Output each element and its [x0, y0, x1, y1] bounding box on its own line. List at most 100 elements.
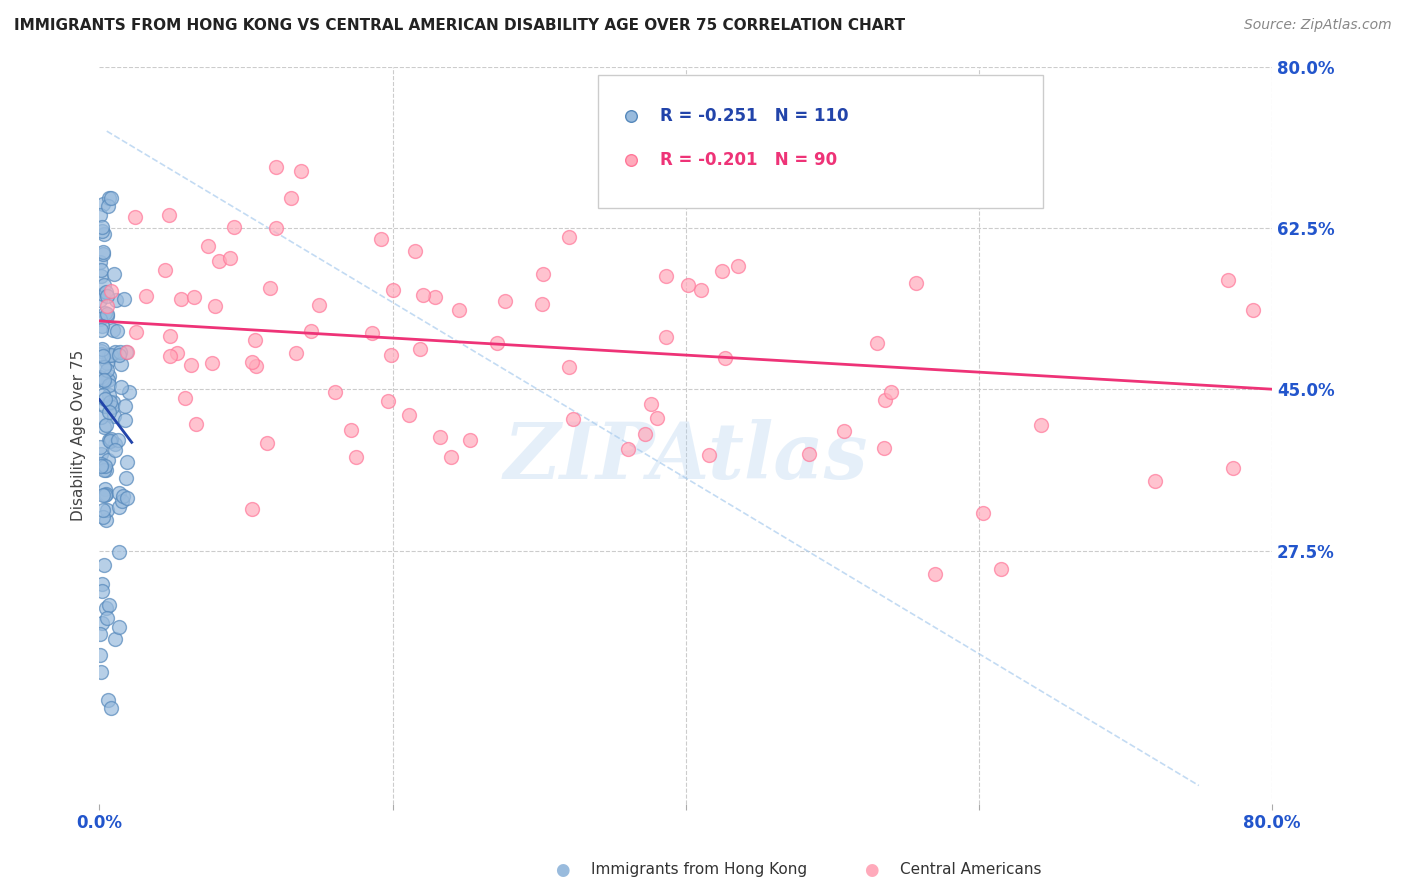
Point: [266, 160, 288, 174]
Point: [89, 370, 111, 384]
Point: [93, 286, 115, 301]
Point: [665, 152, 688, 166]
Point: [219, 251, 242, 265]
Point: [96, 452, 118, 467]
Point: [183, 290, 205, 304]
Point: [752, 0, 775, 6]
Point: [93, 375, 115, 389]
Point: [640, 397, 662, 411]
Point: [308, 298, 330, 312]
Point: [200, 356, 222, 370]
Point: [108, 348, 131, 362]
Point: [93, 227, 115, 241]
Point: [108, 620, 131, 634]
Point: [89, 346, 111, 360]
Point: [733, 152, 755, 166]
Point: [110, 380, 132, 394]
Point: [89, 626, 111, 640]
Point: [494, 293, 516, 308]
Point: [93, 278, 115, 293]
Point: [240, 502, 263, 516]
Point: [96, 310, 118, 324]
Point: [89, 440, 111, 454]
Point: [797, 447, 820, 461]
Point: [101, 323, 124, 337]
Point: [245, 359, 267, 373]
Point: [97, 369, 120, 384]
Point: [173, 391, 195, 405]
Point: [98, 598, 121, 612]
Point: [361, 326, 384, 340]
Point: [711, 264, 734, 278]
Point: [222, 219, 245, 234]
Point: [89, 255, 111, 269]
Point: [344, 450, 367, 464]
Point: [832, 424, 855, 438]
Point: [93, 244, 115, 259]
Point: [105, 324, 128, 338]
Point: [104, 293, 127, 307]
Point: [990, 562, 1012, 576]
Point: [91, 197, 114, 211]
Point: [101, 400, 124, 414]
Point: [655, 330, 678, 344]
Point: [256, 436, 278, 450]
Point: [94, 601, 117, 615]
Point: [93, 503, 115, 517]
Point: [97, 191, 120, 205]
Point: [101, 394, 124, 409]
Point: [117, 491, 139, 505]
Point: [89, 293, 111, 307]
Point: [1218, 273, 1240, 287]
Point: [208, 254, 231, 268]
Point: [675, 170, 697, 185]
Point: [108, 344, 131, 359]
Point: [104, 443, 127, 458]
Point: [93, 359, 115, 374]
Point: [90, 577, 112, 591]
Point: [924, 566, 946, 581]
Point: [96, 299, 118, 313]
Text: Immigrants from Hong Kong: Immigrants from Hong Kong: [591, 863, 807, 877]
Text: R = -0.251   N = 110: R = -0.251 N = 110: [659, 107, 848, 125]
Point: [558, 359, 581, 374]
Point: [412, 287, 434, 301]
Point: [880, 385, 903, 400]
Point: [104, 437, 127, 451]
Point: [97, 373, 120, 387]
Point: [159, 329, 181, 343]
Point: [166, 346, 188, 360]
Point: [104, 345, 127, 359]
Point: [180, 358, 202, 372]
Point: [425, 290, 447, 304]
Point: [96, 611, 118, 625]
Point: [380, 348, 402, 362]
Point: [90, 665, 112, 680]
Point: [114, 413, 136, 427]
Point: [108, 500, 131, 515]
Point: [645, 411, 668, 425]
Point: [184, 417, 207, 431]
Point: [93, 482, 115, 496]
Point: [100, 701, 122, 715]
Point: [169, 292, 191, 306]
Point: [97, 433, 120, 447]
Point: [115, 455, 138, 469]
Point: [93, 374, 115, 388]
Point: [243, 333, 266, 347]
Point: [115, 345, 138, 359]
Text: R = -0.201   N = 90: R = -0.201 N = 90: [659, 152, 837, 169]
Point: [873, 441, 896, 455]
Point: [91, 247, 114, 261]
Point: [90, 616, 112, 631]
Point: [1031, 418, 1053, 433]
Point: [98, 434, 121, 448]
Point: [1222, 460, 1244, 475]
Point: [94, 488, 117, 502]
Point: [440, 450, 463, 464]
Point: [299, 324, 322, 338]
Point: [285, 345, 308, 359]
Text: Source: ZipAtlas.com: Source: ZipAtlas.com: [1244, 18, 1392, 32]
Point: [107, 433, 129, 447]
Point: [94, 392, 117, 406]
